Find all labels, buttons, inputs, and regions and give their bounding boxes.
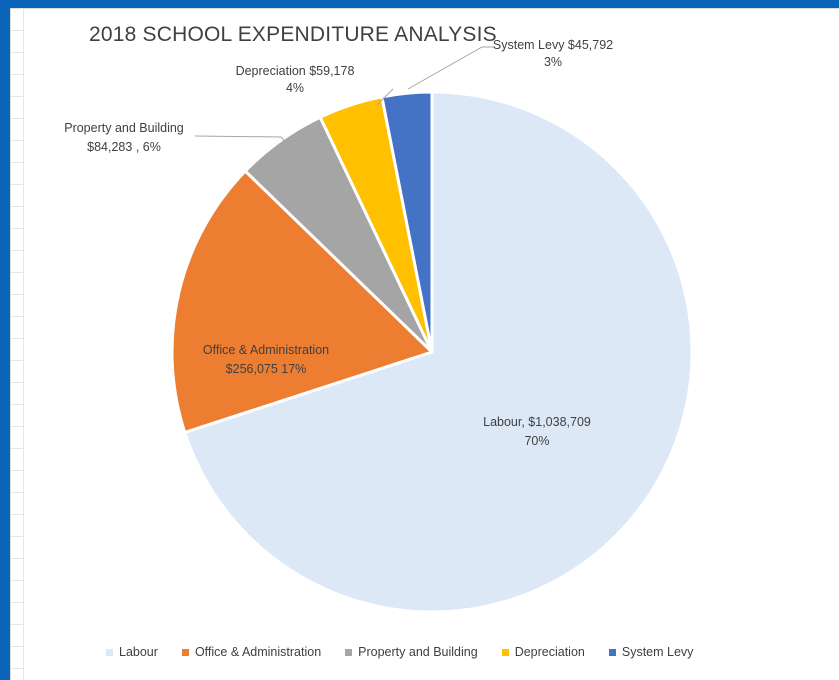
legend-label: Office & Administration: [194, 645, 322, 659]
data-label-property: Property and Building $84,283 , 6%: [64, 121, 184, 154]
legend-item-office-administration: Office & Administration: [181, 645, 322, 659]
legend-label: Labour: [119, 645, 158, 659]
pie-slice-office-administration: [170, 169, 434, 434]
chart-area: 2018 SCHOOL EXPENDITURE ANALYSIS Labour,…: [10, 8, 839, 680]
legend-item-depreciation: Depreciation: [501, 645, 585, 659]
chart-title: 2018 SCHOOL EXPENDITURE ANALYSIS: [89, 23, 497, 46]
legend-label: Property and Building: [358, 645, 478, 659]
leader-line-property: [194, 135, 290, 147]
pie-slice-system-levy: [380, 90, 434, 354]
data-label-levy: System Levy $45,792 3%: [493, 38, 613, 69]
data-labels: Labour, $1,038,709 70% Office & Administr…: [64, 38, 613, 448]
legend-swatch: [608, 648, 616, 656]
chart-legend: Labour Office & Administration Property an…: [106, 645, 693, 659]
pie-chart: Labour, $1,038,709 70% Office & Administr…: [64, 38, 694, 614]
legend-swatch: [501, 648, 509, 656]
legend-label: System Levy: [621, 645, 694, 659]
data-label-labour: Labour, $1,038,709 70%: [483, 415, 591, 448]
legend-label: Depreciation: [514, 645, 585, 659]
pie-slice-labour: [183, 90, 694, 614]
spreadsheet-gridlines: [11, 9, 24, 680]
data-label-office: Office & Administration $256,075 17%: [203, 343, 329, 376]
legend-swatch: [181, 648, 189, 656]
leader-line-depreciation: [376, 88, 394, 106]
legend-swatch: [106, 648, 113, 656]
leader-line-levy: [407, 46, 495, 90]
legend-item-property-and-building: Property and Building: [345, 645, 478, 659]
leader-lines: [194, 46, 495, 147]
legend-swatch: [345, 648, 353, 656]
legend-item-system-levy: System Levy: [608, 645, 694, 659]
legend-item-labour: Labour: [106, 645, 158, 659]
data-label-depreciation: Depreciation $59,178 4%: [236, 64, 355, 95]
pie-slices: [170, 90, 694, 614]
